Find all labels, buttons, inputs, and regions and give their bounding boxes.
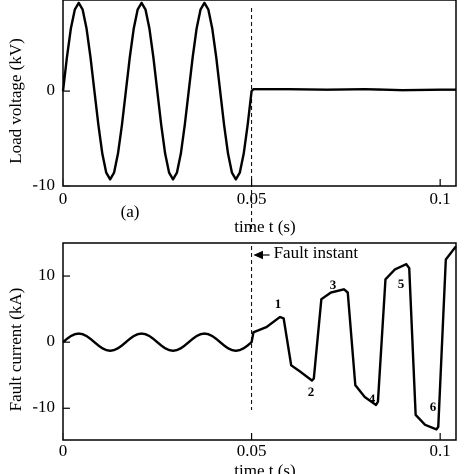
y-tick-label: 10 — [38, 265, 55, 284]
y-tick-label: -10 — [32, 175, 55, 194]
x-tick-label: 0 — [59, 189, 68, 208]
axes-frame — [62, 0, 457, 187]
point-label: 5 — [398, 276, 405, 291]
voltage-current-curve — [61, 1, 456, 181]
x-axis-label: time t (s) — [234, 461, 295, 474]
x-tick-label: 0 — [59, 441, 68, 460]
point-label: 1 — [275, 296, 282, 311]
y-tick-label: 0 — [47, 80, 56, 99]
x-axis-label: time t (s) — [234, 217, 295, 236]
voltage-current-curve — [62, 245, 457, 431]
y-tick-label: 0 — [47, 331, 56, 350]
point-label: 3 — [330, 277, 337, 292]
annotation: Fault instant — [274, 243, 359, 262]
x-tick-label: 0.1 — [430, 441, 451, 460]
x-tick-label: 0.1 — [430, 189, 451, 208]
y-axis-label: Load voltage (kV) — [6, 38, 25, 164]
x-tick-label: 0.05 — [237, 441, 267, 460]
point-label: 2 — [308, 384, 315, 399]
point-label: 4 — [369, 391, 376, 406]
y-tick-label: -10 — [32, 397, 55, 416]
point-label: 6 — [430, 399, 437, 414]
axes-frame — [62, 242, 457, 441]
panel-label: (a) — [121, 202, 140, 221]
y-axis-label: Fault current (kA) — [6, 288, 25, 412]
